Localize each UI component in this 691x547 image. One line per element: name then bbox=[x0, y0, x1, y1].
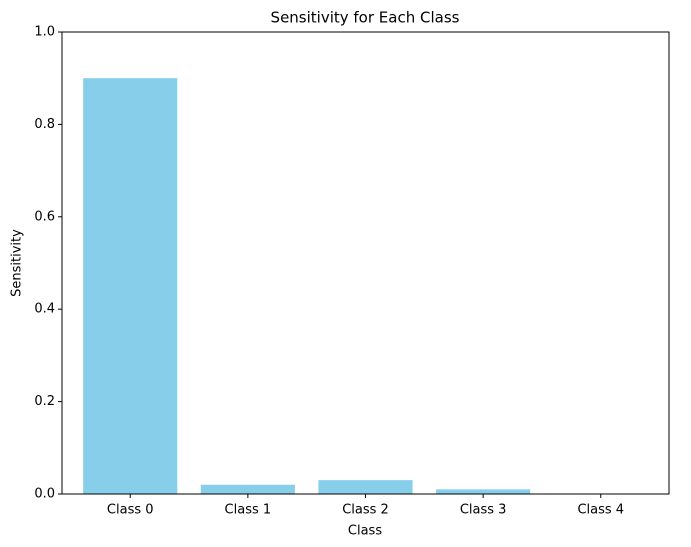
y-tick-label: 0.2 bbox=[34, 394, 55, 409]
y-tick-label: 0.4 bbox=[34, 302, 55, 317]
x-tick-label: Class 4 bbox=[577, 503, 624, 518]
x-axis-label: Class bbox=[348, 524, 382, 539]
bar bbox=[83, 78, 178, 494]
x-tick-label: Class 3 bbox=[460, 503, 507, 518]
plot-frame bbox=[61, 31, 670, 495]
y-tick-label: 0.8 bbox=[34, 117, 55, 132]
chart-title: Sensitivity for Each Class bbox=[271, 9, 460, 27]
bar bbox=[318, 480, 413, 494]
bar bbox=[200, 484, 295, 494]
y-tick-label: 0.0 bbox=[34, 487, 55, 502]
bar bbox=[436, 489, 531, 494]
y-tick-label: 0.6 bbox=[34, 209, 55, 224]
x-tick-label: Class 1 bbox=[225, 503, 272, 518]
y-axis-label: Sensitivity bbox=[10, 229, 25, 297]
x-tick-label: Class 2 bbox=[342, 503, 389, 518]
x-tick-label: Class 0 bbox=[107, 503, 154, 518]
y-tick-label: 1.0 bbox=[34, 25, 55, 40]
